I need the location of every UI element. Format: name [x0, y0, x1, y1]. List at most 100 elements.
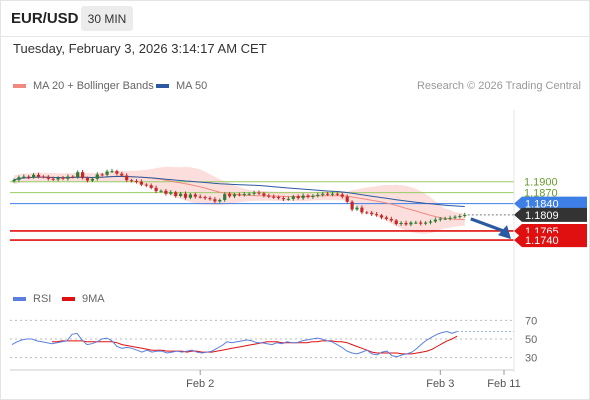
candle-body: [154, 187, 158, 192]
candle-body: [404, 222, 408, 225]
candle-body: [71, 176, 75, 178]
candle-body: [399, 222, 403, 225]
level-tag-1.1809: [514, 207, 587, 222]
candle-body: [149, 185, 153, 188]
x-tick-label: Feb 2: [186, 378, 214, 390]
rsi-tick-50: 50: [525, 334, 537, 346]
candle-body: [36, 174, 41, 177]
level-label-1.1809: 1.1809: [525, 210, 559, 222]
candle-body: [296, 196, 300, 199]
candle-body: [316, 194, 320, 196]
candle-body: [301, 195, 305, 199]
candle-body: [360, 207, 364, 213]
timeframe-button[interactable]: 30 MIN: [81, 6, 133, 31]
ma50-line: [13, 175, 465, 207]
symbol-title[interactable]: EUR/USD: [11, 10, 79, 27]
candle-body: [463, 214, 467, 217]
x-tick-label: Feb 11: [487, 378, 520, 390]
candle-body: [384, 217, 388, 219]
candle-body: [105, 171, 109, 175]
candle-body: [340, 194, 344, 197]
candle-body: [428, 221, 433, 223]
candle-body: [345, 196, 349, 202]
candle-body: [95, 174, 99, 179]
candle-body: [134, 180, 139, 182]
level-tag-1.1740: [514, 233, 587, 248]
candle-body: [394, 220, 398, 225]
rsi-tick-70: 70: [525, 315, 537, 327]
candle-body: [453, 216, 457, 218]
legend-ma50: MA 50: [156, 80, 207, 92]
candle-body: [350, 201, 354, 210]
candle-body: [375, 214, 379, 216]
candle-body: [22, 176, 26, 178]
candle-body: [203, 197, 207, 199]
candle-body: [218, 199, 222, 202]
candle-body: [237, 194, 241, 196]
candle-body: [438, 218, 442, 220]
candle-body: [208, 198, 212, 200]
candle-body: [370, 212, 374, 215]
legend-swatch-ma20: [13, 84, 26, 88]
candle-body: [414, 222, 418, 224]
candle-body: [139, 181, 143, 185]
candle-body: [458, 216, 462, 218]
legend-label-9ma: 9MA: [82, 293, 105, 305]
candle-body: [379, 215, 384, 218]
candle-body: [443, 218, 447, 220]
level-tag-1.1840: [514, 196, 587, 211]
level-label-1.1840: 1.1840: [525, 199, 559, 211]
candle-body: [291, 196, 295, 199]
candle-body: [242, 194, 246, 196]
legend-label-rsi: RSI: [33, 293, 52, 305]
candle-body: [56, 177, 60, 180]
candle-body: [159, 190, 163, 192]
candle-body: [46, 176, 50, 179]
candle-body: [144, 184, 148, 186]
candle-body: [183, 193, 188, 198]
bollinger-band: [14, 166, 465, 234]
forecast-arrow-shaft: [470, 217, 505, 233]
legend-swatch-rsi: [13, 297, 26, 301]
candle-body: [424, 222, 428, 224]
legend-label-ma20: MA 20 + Bollinger Bands: [33, 80, 154, 92]
candle-body: [286, 198, 290, 200]
forecast-arrow-head: [498, 225, 511, 240]
candle-body: [198, 196, 202, 198]
candle-body: [311, 195, 315, 198]
legend-rsi: RSI: [13, 293, 51, 305]
legend-swatch-9ma: [62, 297, 75, 301]
candle-body: [12, 179, 16, 182]
candle-body: [267, 195, 271, 197]
candle-body: [321, 193, 325, 195]
candle-body: [355, 207, 359, 210]
candle-body: [41, 176, 45, 178]
candle-body: [335, 193, 339, 195]
candle-body: [232, 194, 237, 197]
candle-body: [51, 178, 55, 180]
candle-body: [100, 174, 104, 176]
x-tick-label: Feb 3: [426, 378, 454, 390]
candle-body: [120, 173, 124, 176]
candle-body: [448, 217, 452, 219]
header-divider: [0, 36, 590, 37]
candle-body: [169, 192, 173, 194]
candle-body: [409, 222, 413, 225]
level-label-1.1740: 1.1740: [525, 235, 559, 247]
candle-body: [247, 193, 251, 195]
candle-body: [281, 198, 286, 200]
level-label-1.1900: 1.1900: [524, 177, 558, 189]
candle-body: [228, 194, 232, 197]
candle-body: [262, 193, 266, 196]
candle-body: [433, 219, 437, 222]
candle-body: [90, 178, 94, 181]
candle-body: [27, 176, 31, 178]
candle-body: [419, 222, 423, 224]
candle-body: [193, 194, 197, 197]
candle-body: [188, 194, 192, 198]
candle-body: [213, 199, 217, 202]
candle-body: [252, 192, 256, 194]
candle-body: [76, 172, 80, 177]
timestamp: Tuesday, February 3, 2026 3:14:17 AM CET: [13, 41, 267, 56]
